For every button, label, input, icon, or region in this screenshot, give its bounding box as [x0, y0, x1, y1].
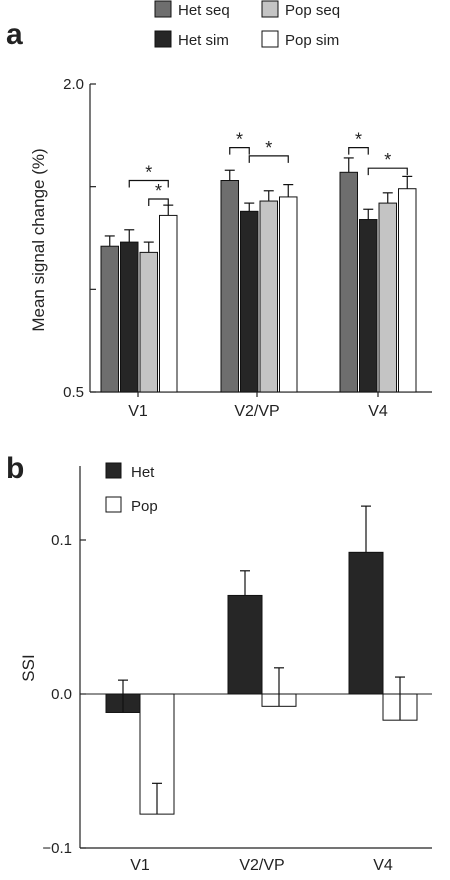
bar-pop-sim-v1 [159, 214, 178, 393]
x-tick-label-v2-vp: V2/VP [239, 857, 284, 874]
legend-label-pop-sim: Pop sim [285, 32, 339, 49]
bar-het-v4 [348, 551, 384, 695]
bar-het-v2-vp [227, 594, 263, 695]
legend-swatch-pop-seq [261, 0, 279, 18]
bar-pop-sim-v2-vp [279, 196, 298, 393]
significance-bracket [229, 147, 250, 155]
bar-het-sim-v2-vp [240, 210, 259, 393]
legend-label-pop: Pop [131, 498, 158, 515]
x-tick-label-v2-vp: V2/VP [234, 403, 279, 420]
significance-star: * [384, 150, 391, 170]
significance-star: * [155, 181, 162, 201]
bar-pop-seq-v2-vp [259, 200, 278, 393]
significance-bracket [367, 167, 408, 176]
y-tick-label: 0.1 [51, 532, 72, 549]
panel-a-significance: *** * ** [128, 130, 408, 206]
legend-label-het: Het [131, 464, 155, 481]
panel-a-legend: Het seq Pop seq Het sim Pop sim [154, 0, 340, 49]
bar-het-seq-v1 [100, 245, 119, 393]
panel-a: a Mean signal change (%) 0.52.0 *** * ** V… [6, 0, 432, 420]
y-tick-label: −0.1 [42, 840, 72, 857]
legend-swatch-het-seq [154, 0, 172, 18]
bar-pop-seq-v1 [139, 251, 158, 393]
y-tick-label: 0.0 [51, 686, 72, 703]
panel-a-letter: a [6, 18, 23, 51]
legend-swatch-pop-sim [261, 30, 279, 48]
significance-star: * [145, 163, 152, 183]
bar-het-sim-v1 [120, 241, 139, 393]
bar-het-seq-v4 [339, 171, 358, 393]
bar-pop-sim-v4 [398, 188, 417, 393]
bar-pop-seq-v4 [378, 202, 397, 393]
y-tick-label: 2.0 [63, 76, 84, 93]
bar-het-seq-v2-vp [220, 180, 239, 393]
panel-a-bars [100, 157, 417, 393]
panel-a-y-axis-title: Mean signal change (%) [29, 148, 48, 331]
legend-swatch-pop [105, 496, 122, 513]
significance-star: * [355, 130, 362, 150]
panel-b-category-labels: V1 V2/VP V4 [130, 857, 393, 874]
x-tick-label-v4: V4 [373, 857, 393, 874]
legend-label-het-seq: Het seq [178, 2, 230, 19]
panel-b-ticks: −0.1 0.0 0.1 [42, 532, 86, 857]
significance-bracket [148, 198, 169, 206]
legend-swatch-het-sim [154, 30, 172, 48]
x-tick-label-v1: V1 [128, 403, 148, 420]
significance-bracket [248, 155, 289, 163]
panel-b-legend: Het Pop [105, 462, 158, 515]
legend-label-pop-seq: Pop seq [285, 2, 340, 19]
panel-b-letter: b [6, 452, 24, 485]
panel-b-bars [105, 505, 418, 815]
panel-a-ticks: 0.5 2.0 [63, 76, 96, 401]
bar-het-sim-v4 [359, 219, 378, 393]
y-tick-label: 0.5 [63, 384, 84, 401]
significance-bracket [128, 179, 169, 188]
significance-star: * [265, 138, 272, 158]
significance-bracket [348, 147, 369, 155]
panel-b: b SSI −0.1 0.0 0.1 V1 V2/VP V4 Het Pop [6, 452, 432, 874]
legend-swatch-het [105, 462, 122, 479]
panel-a-category-labels: V1 V2/VP V4 [128, 392, 388, 420]
legend-label-het-sim: Het sim [178, 32, 229, 49]
x-tick-label-v1: V1 [130, 857, 150, 874]
panel-b-y-axis-title: SSI [19, 654, 38, 681]
x-tick-label-v4: V4 [368, 403, 388, 420]
significance-star: * [236, 130, 243, 150]
